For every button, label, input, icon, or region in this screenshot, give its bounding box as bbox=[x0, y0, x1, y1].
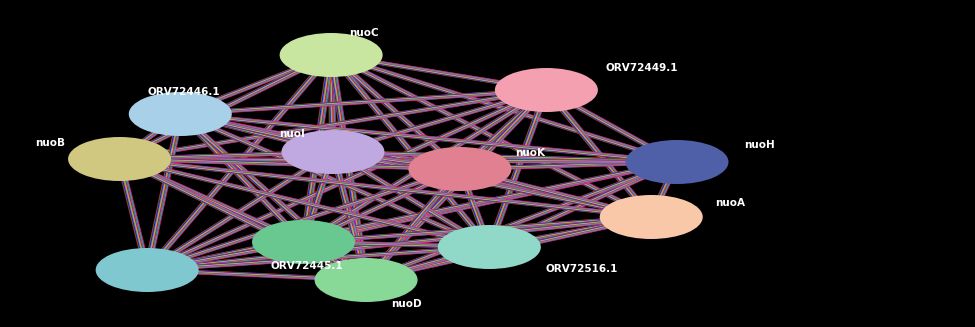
Text: nuoI: nuoI bbox=[280, 129, 305, 139]
Text: nuoA: nuoA bbox=[716, 198, 745, 208]
Text: nuoC: nuoC bbox=[349, 28, 379, 38]
Ellipse shape bbox=[626, 140, 728, 184]
Ellipse shape bbox=[280, 33, 382, 77]
Text: ORV72449.1: ORV72449.1 bbox=[605, 63, 679, 73]
Ellipse shape bbox=[438, 225, 541, 269]
Ellipse shape bbox=[129, 92, 232, 136]
Text: ORV72446.1: ORV72446.1 bbox=[147, 87, 220, 97]
Ellipse shape bbox=[315, 258, 417, 302]
Ellipse shape bbox=[252, 220, 355, 264]
Ellipse shape bbox=[409, 147, 512, 191]
Ellipse shape bbox=[96, 248, 199, 292]
Ellipse shape bbox=[495, 68, 598, 112]
Ellipse shape bbox=[68, 137, 171, 181]
Ellipse shape bbox=[600, 195, 703, 239]
Text: ORV72516.1: ORV72516.1 bbox=[545, 264, 617, 274]
Text: nuoK: nuoK bbox=[515, 148, 545, 158]
Ellipse shape bbox=[282, 130, 384, 174]
Text: nuoB: nuoB bbox=[35, 138, 64, 148]
Text: nuoH: nuoH bbox=[744, 140, 775, 150]
Text: ORV72445.1: ORV72445.1 bbox=[271, 261, 343, 271]
Text: nuoD: nuoD bbox=[391, 299, 422, 309]
